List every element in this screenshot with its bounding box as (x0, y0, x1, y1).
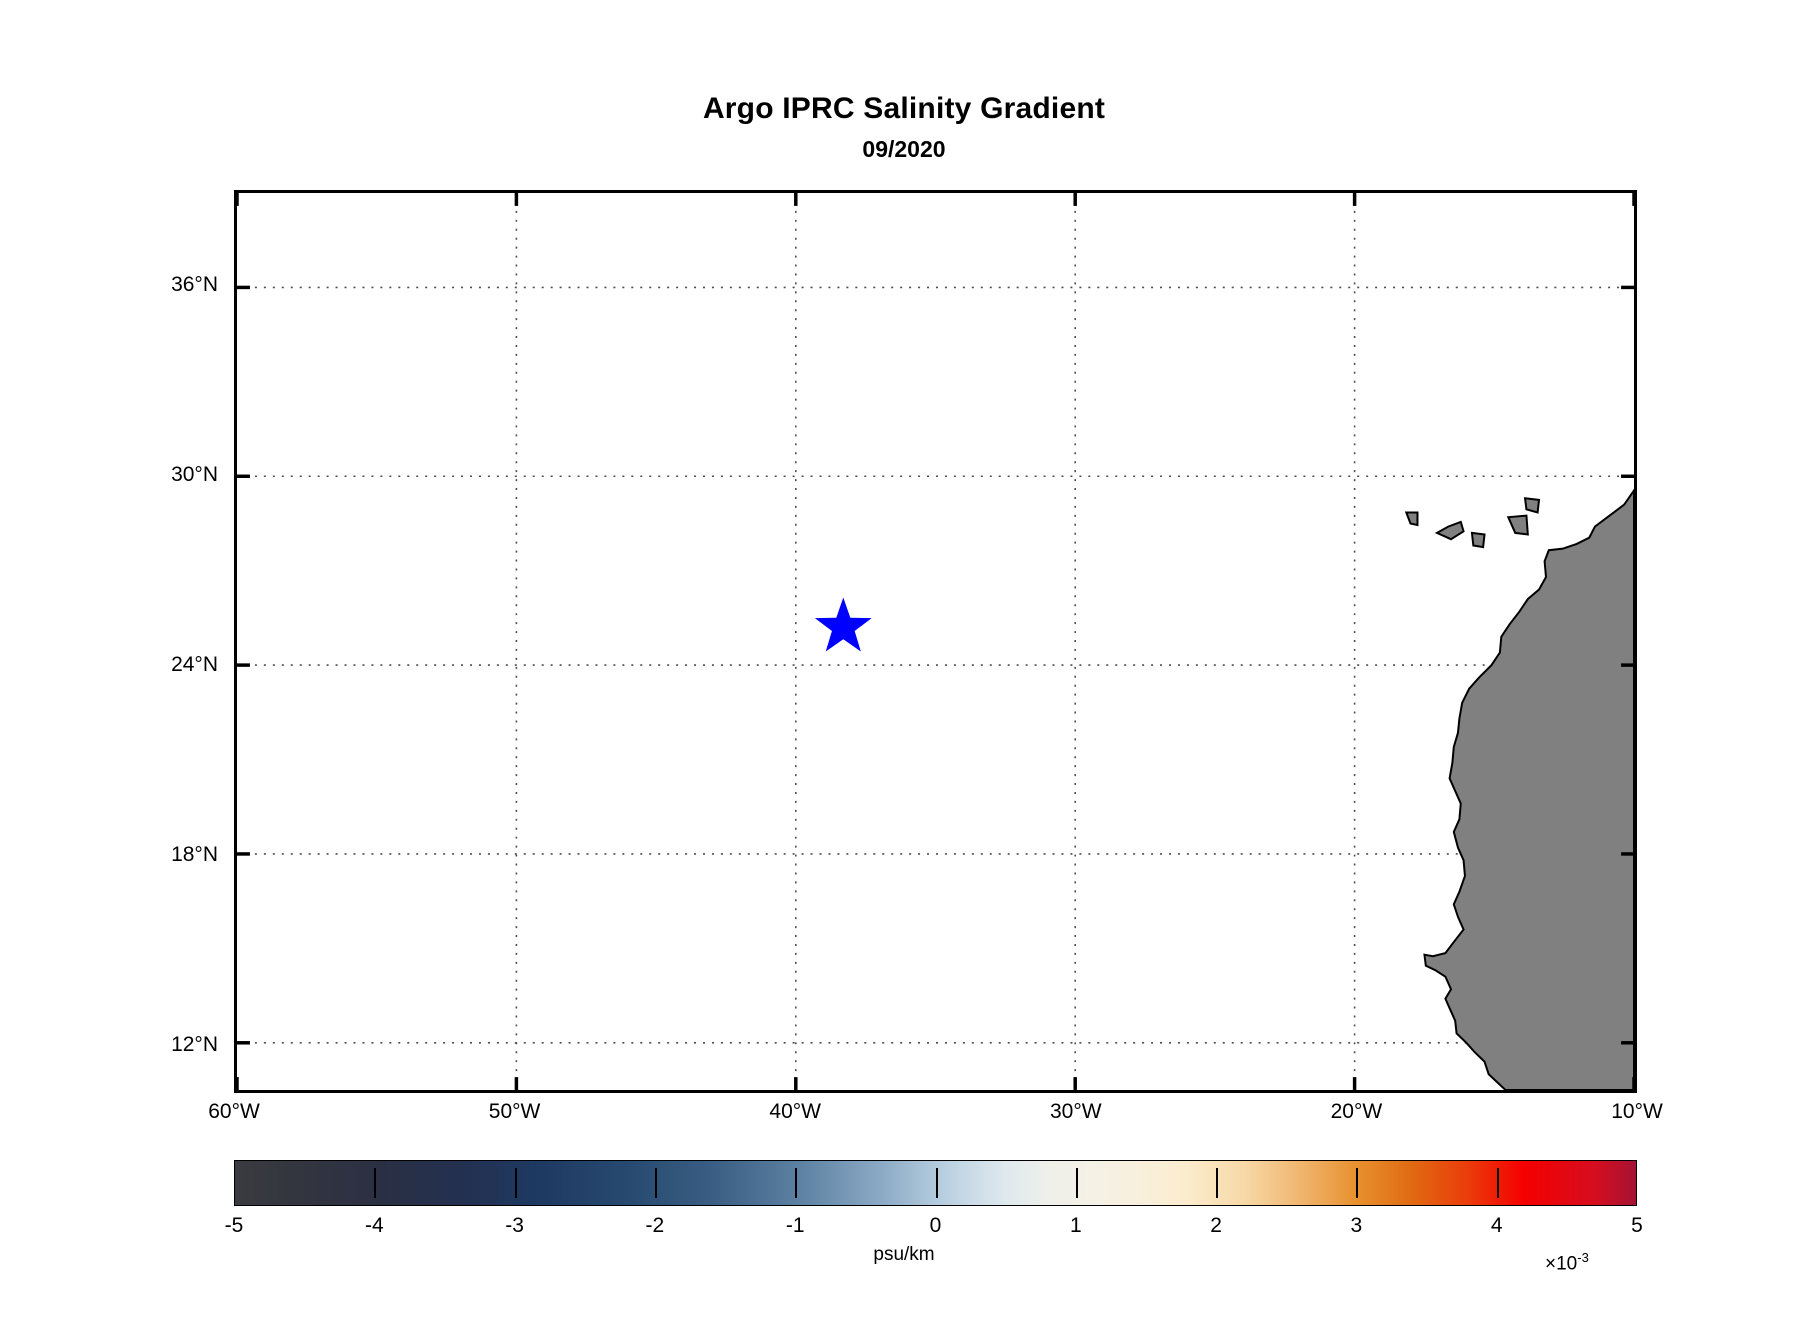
page-title: Argo IPRC Salinity Gradient (702, 92, 1106, 125)
title-block: Argo IPRC Salinity Gradient 09/2020 (0, 92, 1808, 164)
colorbar-tick-label: -4 (364, 1214, 384, 1237)
colorbar-tick-label: -1 (785, 1214, 805, 1237)
x-tick-label: 10°W (1611, 1100, 1663, 1123)
colorbar-tick-label: 2 (1210, 1214, 1222, 1237)
colorbar-tick-mark (514, 1168, 517, 1198)
gridlines (237, 193, 1634, 1090)
colorbar-tick-label: 0 (929, 1214, 942, 1237)
colorbar-tick-label: 4 (1490, 1214, 1503, 1237)
x-tick-label: 40°W (769, 1100, 821, 1123)
land-africa (1423, 488, 1634, 1090)
page-subtitle: 09/2020 (862, 136, 946, 162)
landmass-layer (1404, 488, 1634, 1090)
colorbar-tick-mark (935, 1168, 938, 1198)
colorbar-tick-mark (1216, 1168, 1219, 1198)
land-island-1 (1404, 511, 1419, 527)
colorbar-tick-label: 5 (1631, 1214, 1643, 1237)
marker-layer (814, 597, 872, 652)
y-tick-label: 18°N (171, 843, 218, 867)
x-tick-label: 20°W (1330, 1100, 1383, 1123)
x-tick-label: 30°W (1050, 1100, 1102, 1123)
colorbar-tick-mark (374, 1168, 377, 1198)
x-tick-label: 50°W (488, 1100, 541, 1123)
colorbar-tick-label: -2 (645, 1214, 665, 1237)
land-island-2 (1434, 520, 1465, 541)
colorbar-tick-label: 3 (1350, 1214, 1363, 1237)
colorbar-tick-mark (795, 1168, 798, 1198)
colorbar-tick-label: -3 (505, 1214, 524, 1237)
colorbar-tick-mark (1356, 1168, 1359, 1198)
colorbar-unit-label: psu/km (873, 1244, 935, 1265)
colorbar-tick-label: -5 (224, 1214, 244, 1237)
land-island-5 (1523, 497, 1541, 514)
colorbar-tick-mark (1075, 1168, 1078, 1198)
colorbar-tick-mark (654, 1168, 657, 1198)
map-canvas (237, 193, 1634, 1090)
land-island-3 (1470, 531, 1486, 549)
x-tick-label: 60°W (208, 1100, 260, 1123)
y-tick-label: 30°N (171, 463, 218, 487)
colorbar-tick-label: 1 (1069, 1214, 1082, 1237)
axis-ticks-layer (237, 193, 1634, 1090)
float-position-star[interactable] (814, 597, 872, 652)
colorbar-exponent-label: ×10-3 (1545, 1250, 1589, 1275)
y-tick-label: 24°N (171, 653, 218, 677)
colorbar-exponent-power: -3 (1577, 1250, 1589, 1265)
map-plot-area[interactable] (234, 190, 1637, 1093)
y-tick-label: 12°N (171, 1033, 218, 1057)
colorbar-exponent-base: ×10 (1545, 1253, 1578, 1275)
colorbar[interactable] (234, 1160, 1637, 1206)
land-island-4 (1506, 514, 1529, 536)
colorbar-tick-mark (1496, 1168, 1499, 1198)
y-tick-label: 36°N (171, 273, 218, 297)
